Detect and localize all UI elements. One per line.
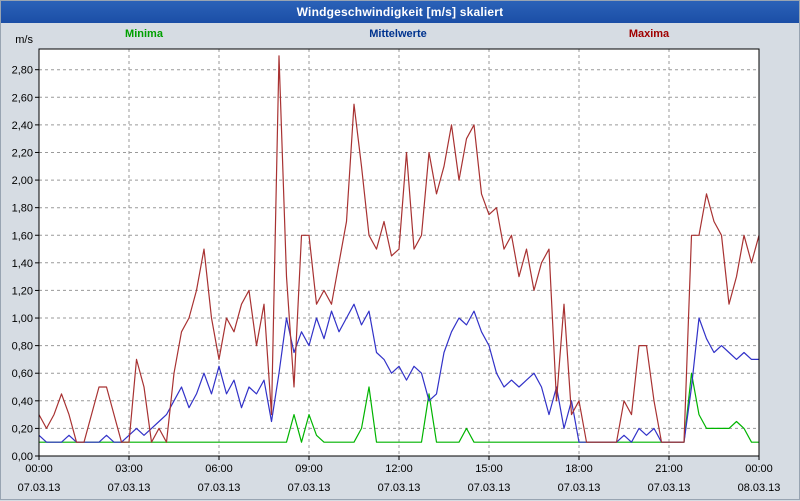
- x-date-label: 08.03.13: [738, 482, 781, 494]
- y-tick-label: 0,20: [12, 423, 33, 435]
- x-tick-label: 18:00: [565, 463, 593, 475]
- x-tick-label: 06:00: [205, 463, 233, 475]
- y-tick-label: 0,60: [12, 368, 33, 380]
- y-tick-label: 1,60: [12, 230, 33, 242]
- y-tick-label: 0,00: [12, 451, 33, 463]
- x-date-label: 07.03.13: [648, 482, 691, 494]
- x-date-label: 07.03.13: [378, 482, 421, 494]
- x-tick-label: 00:00: [25, 463, 53, 475]
- y-axis-unit-label: m/s: [15, 34, 33, 46]
- y-tick-label: 1,40: [12, 258, 33, 270]
- y-tick-label: 0,40: [12, 396, 33, 408]
- y-tick-label: 1,20: [12, 285, 33, 297]
- x-date-label: 07.03.13: [558, 482, 601, 494]
- x-tick-label: 03:00: [115, 463, 143, 475]
- y-tick-label: 2,80: [12, 65, 33, 77]
- y-tick-label: 2,20: [12, 148, 33, 160]
- x-date-label: 07.03.13: [18, 482, 61, 494]
- y-tick-label: 2,40: [12, 120, 33, 132]
- legend-label-minima: Minima: [125, 28, 163, 40]
- series-line-mittelwerte: [38, 303, 759, 443]
- x-tick-label: 00:00: [745, 463, 773, 475]
- x-date-label: 07.03.13: [468, 482, 511, 494]
- y-tick-label: 1,80: [12, 203, 33, 215]
- y-tick-label: 0,80: [12, 341, 33, 353]
- x-date-label: 07.03.13: [288, 482, 331, 494]
- y-tick-label: 2,60: [12, 92, 33, 104]
- series-line-minima: [39, 372, 759, 443]
- x-tick-label: 09:00: [295, 463, 323, 475]
- window-title: Windgeschwindigkeit [m/s] skaliert: [296, 5, 504, 19]
- legend-label-mittelwerte: Mittelwerte: [369, 28, 427, 40]
- series-line-maxima: [38, 55, 760, 443]
- title-bar: Windgeschwindigkeit [m/s] skaliert: [1, 1, 799, 23]
- x-date-label: 07.03.13: [198, 482, 241, 494]
- y-tick-label: 1,00: [12, 313, 33, 325]
- y-tick-label: 2,00: [12, 175, 33, 187]
- x-tick-label: 15:00: [475, 463, 503, 475]
- legend-label-maxima: Maxima: [628, 28, 670, 40]
- x-tick-label: 12:00: [385, 463, 413, 475]
- x-date-label: 07.03.13: [108, 482, 151, 494]
- x-tick-label: 21:00: [655, 463, 683, 475]
